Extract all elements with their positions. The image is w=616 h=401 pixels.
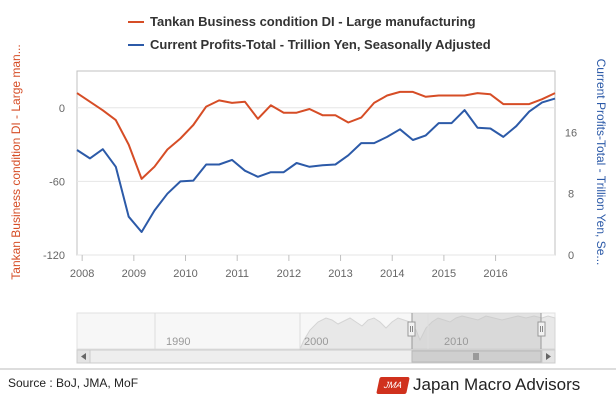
x-tick-label: 2010 — [173, 268, 197, 280]
navigator-handle-left[interactable] — [407, 321, 416, 337]
scroll-left-arrow-icon — [81, 353, 86, 360]
grid — [77, 107, 555, 256]
brand: JMA Japan Macro Advisors — [376, 375, 581, 395]
y-left-tick-label: -60 — [49, 176, 65, 188]
plot-area — [76, 70, 556, 256]
legend-label-tankan[interactable]: Tankan Business condition DI - Large man… — [150, 14, 476, 29]
series-line-tankan — [76, 90, 556, 180]
navigator-label: 2010 — [444, 336, 468, 348]
y-right-tick-label: 8 — [568, 189, 574, 201]
navigator-label: 1990 — [166, 336, 190, 348]
y-axis-left-title: Tankan Business condition DI - Large man… — [9, 44, 23, 279]
x-tick-label: 2016 — [483, 268, 507, 280]
y-axis-right-title: Current Profits-Total - Trillion Yen, Se… — [594, 59, 608, 266]
x-tick-label: 2009 — [122, 268, 146, 280]
x-axis: 2008 2009 2010 2011 2012 2013 2014 2015 2016 — [70, 255, 508, 280]
navigator-handle-right[interactable] — [537, 321, 546, 337]
series-group — [76, 90, 556, 233]
legend-label-profits[interactable]: Current Profits-Total - Trillion Yen, Se… — [150, 37, 491, 52]
y-left-tick-label: 0 — [59, 103, 65, 115]
x-tick-label: 2014 — [380, 268, 404, 280]
navigator-label: 2000 — [304, 336, 328, 348]
navigator[interactable]: 1990 2000 2010 — [76, 312, 556, 350]
x-tick-label: 2008 — [70, 268, 94, 280]
y-axis-left: 0 -60 -120 — [43, 103, 65, 262]
navigator-selection[interactable] — [412, 313, 541, 349]
scrollbar[interactable] — [76, 349, 556, 364]
brand-name: Japan Macro Advisors — [413, 375, 581, 394]
x-tick-label: 2013 — [328, 268, 352, 280]
y-left-tick-label: -120 — [43, 250, 65, 262]
x-tick-label: 2015 — [432, 268, 456, 280]
y-right-tick-label: 0 — [568, 250, 574, 262]
legend[interactable]: Tankan Business condition DI - Large man… — [128, 14, 491, 52]
scroll-right-arrow-icon — [546, 353, 551, 360]
x-tick-label: 2011 — [225, 268, 249, 280]
chart: Tankan Business condition DI - Large man… — [0, 14, 616, 370]
series-line-profits — [76, 97, 556, 233]
y-right-tick-label: 16 — [565, 127, 577, 139]
source-text: Source : BoJ, JMA, MoF — [8, 376, 139, 390]
x-tick-label: 2012 — [277, 268, 301, 280]
brand-logo: JMA — [376, 376, 410, 394]
